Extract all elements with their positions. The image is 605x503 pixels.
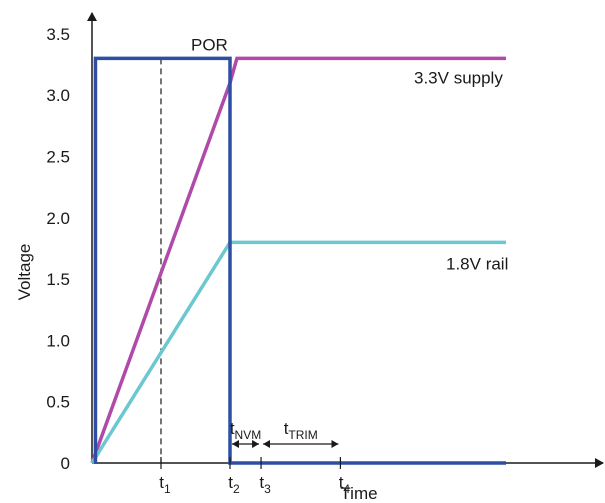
- y-tick-label: 2.5: [46, 148, 70, 167]
- y-tick-label: 0: [61, 454, 70, 473]
- y-tick-label: 1.5: [46, 270, 70, 289]
- x-tick-label-t2: t2: [228, 473, 240, 496]
- y-tick-labels: 0 0.5 1.0 1.5 2.0 2.5 3.0 3.5: [46, 25, 70, 473]
- series-label-1-8v-rail: 1.8V rail: [446, 254, 508, 273]
- y-tick-label: 3.5: [46, 25, 70, 44]
- y-tick-label: 3.0: [46, 86, 70, 105]
- series-label-3-3v-supply: 3.3V supply: [414, 68, 503, 87]
- x-tick-label-t4: t4: [339, 473, 351, 496]
- x-axis-title: Time: [340, 484, 377, 503]
- series-label-por: POR: [191, 35, 228, 54]
- x-tick-label-t1: t1: [159, 473, 171, 496]
- y-tick-label: 1.0: [46, 331, 70, 350]
- chart-labels: POR 3.3V supply 1.8V rail t1 t2 t3 t4 tNVM tTRIM: [159, 35, 508, 496]
- chart-marks: [90, 56, 506, 469]
- interval-label-nvm: tNVM: [230, 419, 261, 442]
- interval-label-trim: tTRIM: [284, 419, 318, 442]
- x-tick-label-t3: t3: [259, 473, 271, 496]
- series-line-3-3v-supply: [90, 56, 506, 464]
- y-tick-label: 0.5: [46, 393, 70, 412]
- series-line-por: [93, 56, 506, 465]
- y-axis-title: Voltage: [15, 244, 34, 301]
- y-tick-label: 2.0: [46, 209, 70, 228]
